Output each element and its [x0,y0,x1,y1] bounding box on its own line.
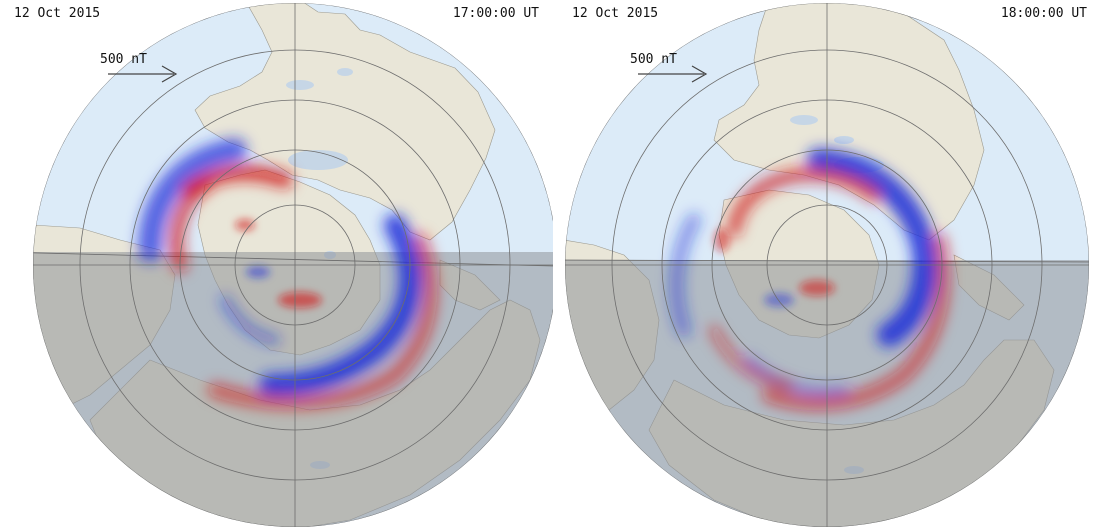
scale-label: 500 nT [100,52,147,67]
scale-arrow-icon [638,65,708,83]
polar-map-1700 [33,3,553,527]
map-panel-1800: 12 Oct 2015 18:00:00 UT 500 nT [554,0,1107,530]
polar-map-1800 [565,3,1089,527]
meridian-grid [565,3,1089,527]
scale-arrow-icon [108,65,178,83]
terminator-line [565,259,1089,263]
time-label: 17:00:00 UT [452,6,539,21]
current-perturbation [138,138,438,409]
map-panel-1700: 12 Oct 2015 17:00:00 UT 500 nT [0,0,553,530]
date-label: 12 Oct 2015 [14,6,101,21]
scale-label: 500 nT [630,52,677,67]
meridian-grid [33,3,553,527]
time-label: 18:00:00 UT [1000,6,1087,21]
terminator-line [33,251,553,267]
date-label: 12 Oct 2015 [572,6,659,21]
current-perturbation [669,148,950,411]
